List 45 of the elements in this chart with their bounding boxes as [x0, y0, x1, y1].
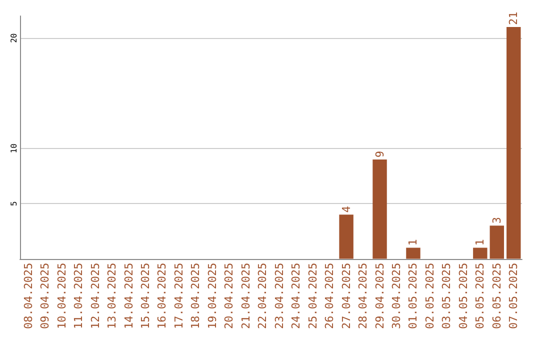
- x-tick-label: 14.04.2025: [122, 262, 136, 330]
- data-label: 21: [507, 12, 520, 26]
- x-tick-label: 01.05.2025: [406, 262, 420, 330]
- x-tick-label: 15.04.2025: [139, 262, 152, 330]
- x-tick-label: 28.04.2025: [356, 262, 370, 330]
- data-label: 4: [340, 206, 353, 213]
- bar: [506, 27, 521, 259]
- x-tick-label: 03.05.2025: [440, 262, 454, 330]
- x-tick-label: 09.04.2025: [38, 262, 52, 330]
- x-tick-label: 10.04.2025: [55, 262, 68, 330]
- data-label: 9: [373, 150, 386, 158]
- x-tick-label: 12.04.2025: [88, 262, 102, 330]
- x-tick-label: 05.05.2025: [474, 262, 487, 330]
- x-tick-label: 02.05.2025: [423, 262, 436, 330]
- x-tick-label: 24.04.2025: [290, 262, 303, 330]
- data-label: 1: [406, 239, 420, 246]
- y-tick-label: 5: [10, 201, 18, 206]
- data-label: 1: [474, 239, 487, 246]
- x-tick-label: 27.04.2025: [340, 262, 353, 330]
- x-tick-label: 13.04.2025: [106, 262, 119, 330]
- bar: [490, 226, 504, 259]
- x-tick-label: 26.04.2025: [323, 262, 336, 330]
- x-tick-label: 11.04.2025: [72, 262, 86, 330]
- x-tick-label: 07.05.2025: [507, 262, 520, 330]
- x-tick-label: 19.04.2025: [206, 262, 219, 330]
- x-tick-label: 29.04.2025: [373, 262, 386, 330]
- x-tick-label: 06.05.2025: [490, 262, 504, 330]
- x-tick-label: 18.04.2025: [189, 262, 202, 330]
- y-tick-label: 10: [10, 143, 18, 154]
- x-tick-label: 04.05.2025: [456, 262, 470, 330]
- x-tick-label: 16.04.2025: [156, 262, 169, 330]
- x-tick-label: 23.04.2025: [272, 262, 286, 330]
- bar: [473, 248, 488, 259]
- data-label: 3: [490, 217, 504, 224]
- x-tick-label: 20.04.2025: [222, 262, 236, 330]
- y-tick-label: 20: [10, 33, 18, 43]
- x-tick-label: 21.04.2025: [239, 262, 252, 330]
- x-tick-label: 17.04.2025: [172, 262, 186, 330]
- bar: [406, 248, 420, 259]
- x-tick-label: 30.04.2025: [390, 262, 403, 330]
- x-tick-label: 22.04.2025: [256, 262, 270, 330]
- bar: [372, 159, 387, 259]
- x-tick-label: 25.04.2025: [306, 262, 320, 330]
- bar: [339, 214, 354, 259]
- x-tick-label: 08.04.2025: [22, 262, 35, 330]
